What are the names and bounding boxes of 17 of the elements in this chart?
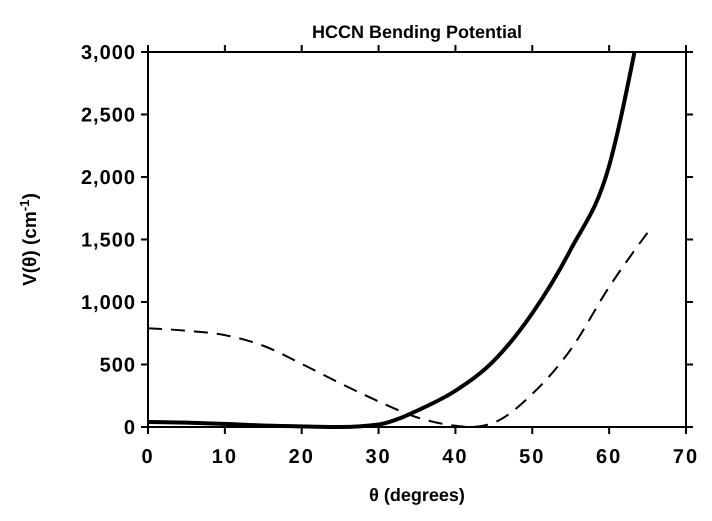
y-tick-label: 2,500 <box>80 104 136 126</box>
y-tick-label: 1,500 <box>80 230 136 252</box>
x-tick-label: 40 <box>442 446 469 468</box>
chart-title: HCCN Bending Potential <box>312 22 522 42</box>
x-tick-label: 50 <box>519 446 546 468</box>
y-tick-label: 3,000 <box>80 42 136 64</box>
y-tick-label: 500 <box>100 354 136 376</box>
y-tick-label: 1,000 <box>80 292 136 314</box>
y-tick-label: 0 <box>124 417 136 439</box>
x-tick-label: 0 <box>141 446 155 468</box>
x-axis-title: θ (degrees) <box>369 485 465 505</box>
x-tick-label: 60 <box>596 446 622 468</box>
x-tick-label: 30 <box>365 446 392 468</box>
y-tick-label: 2,000 <box>80 167 136 189</box>
x-tick-label: 10 <box>212 446 238 468</box>
x-tick-label: 20 <box>288 446 315 468</box>
x-tick-label: 70 <box>672 446 700 468</box>
